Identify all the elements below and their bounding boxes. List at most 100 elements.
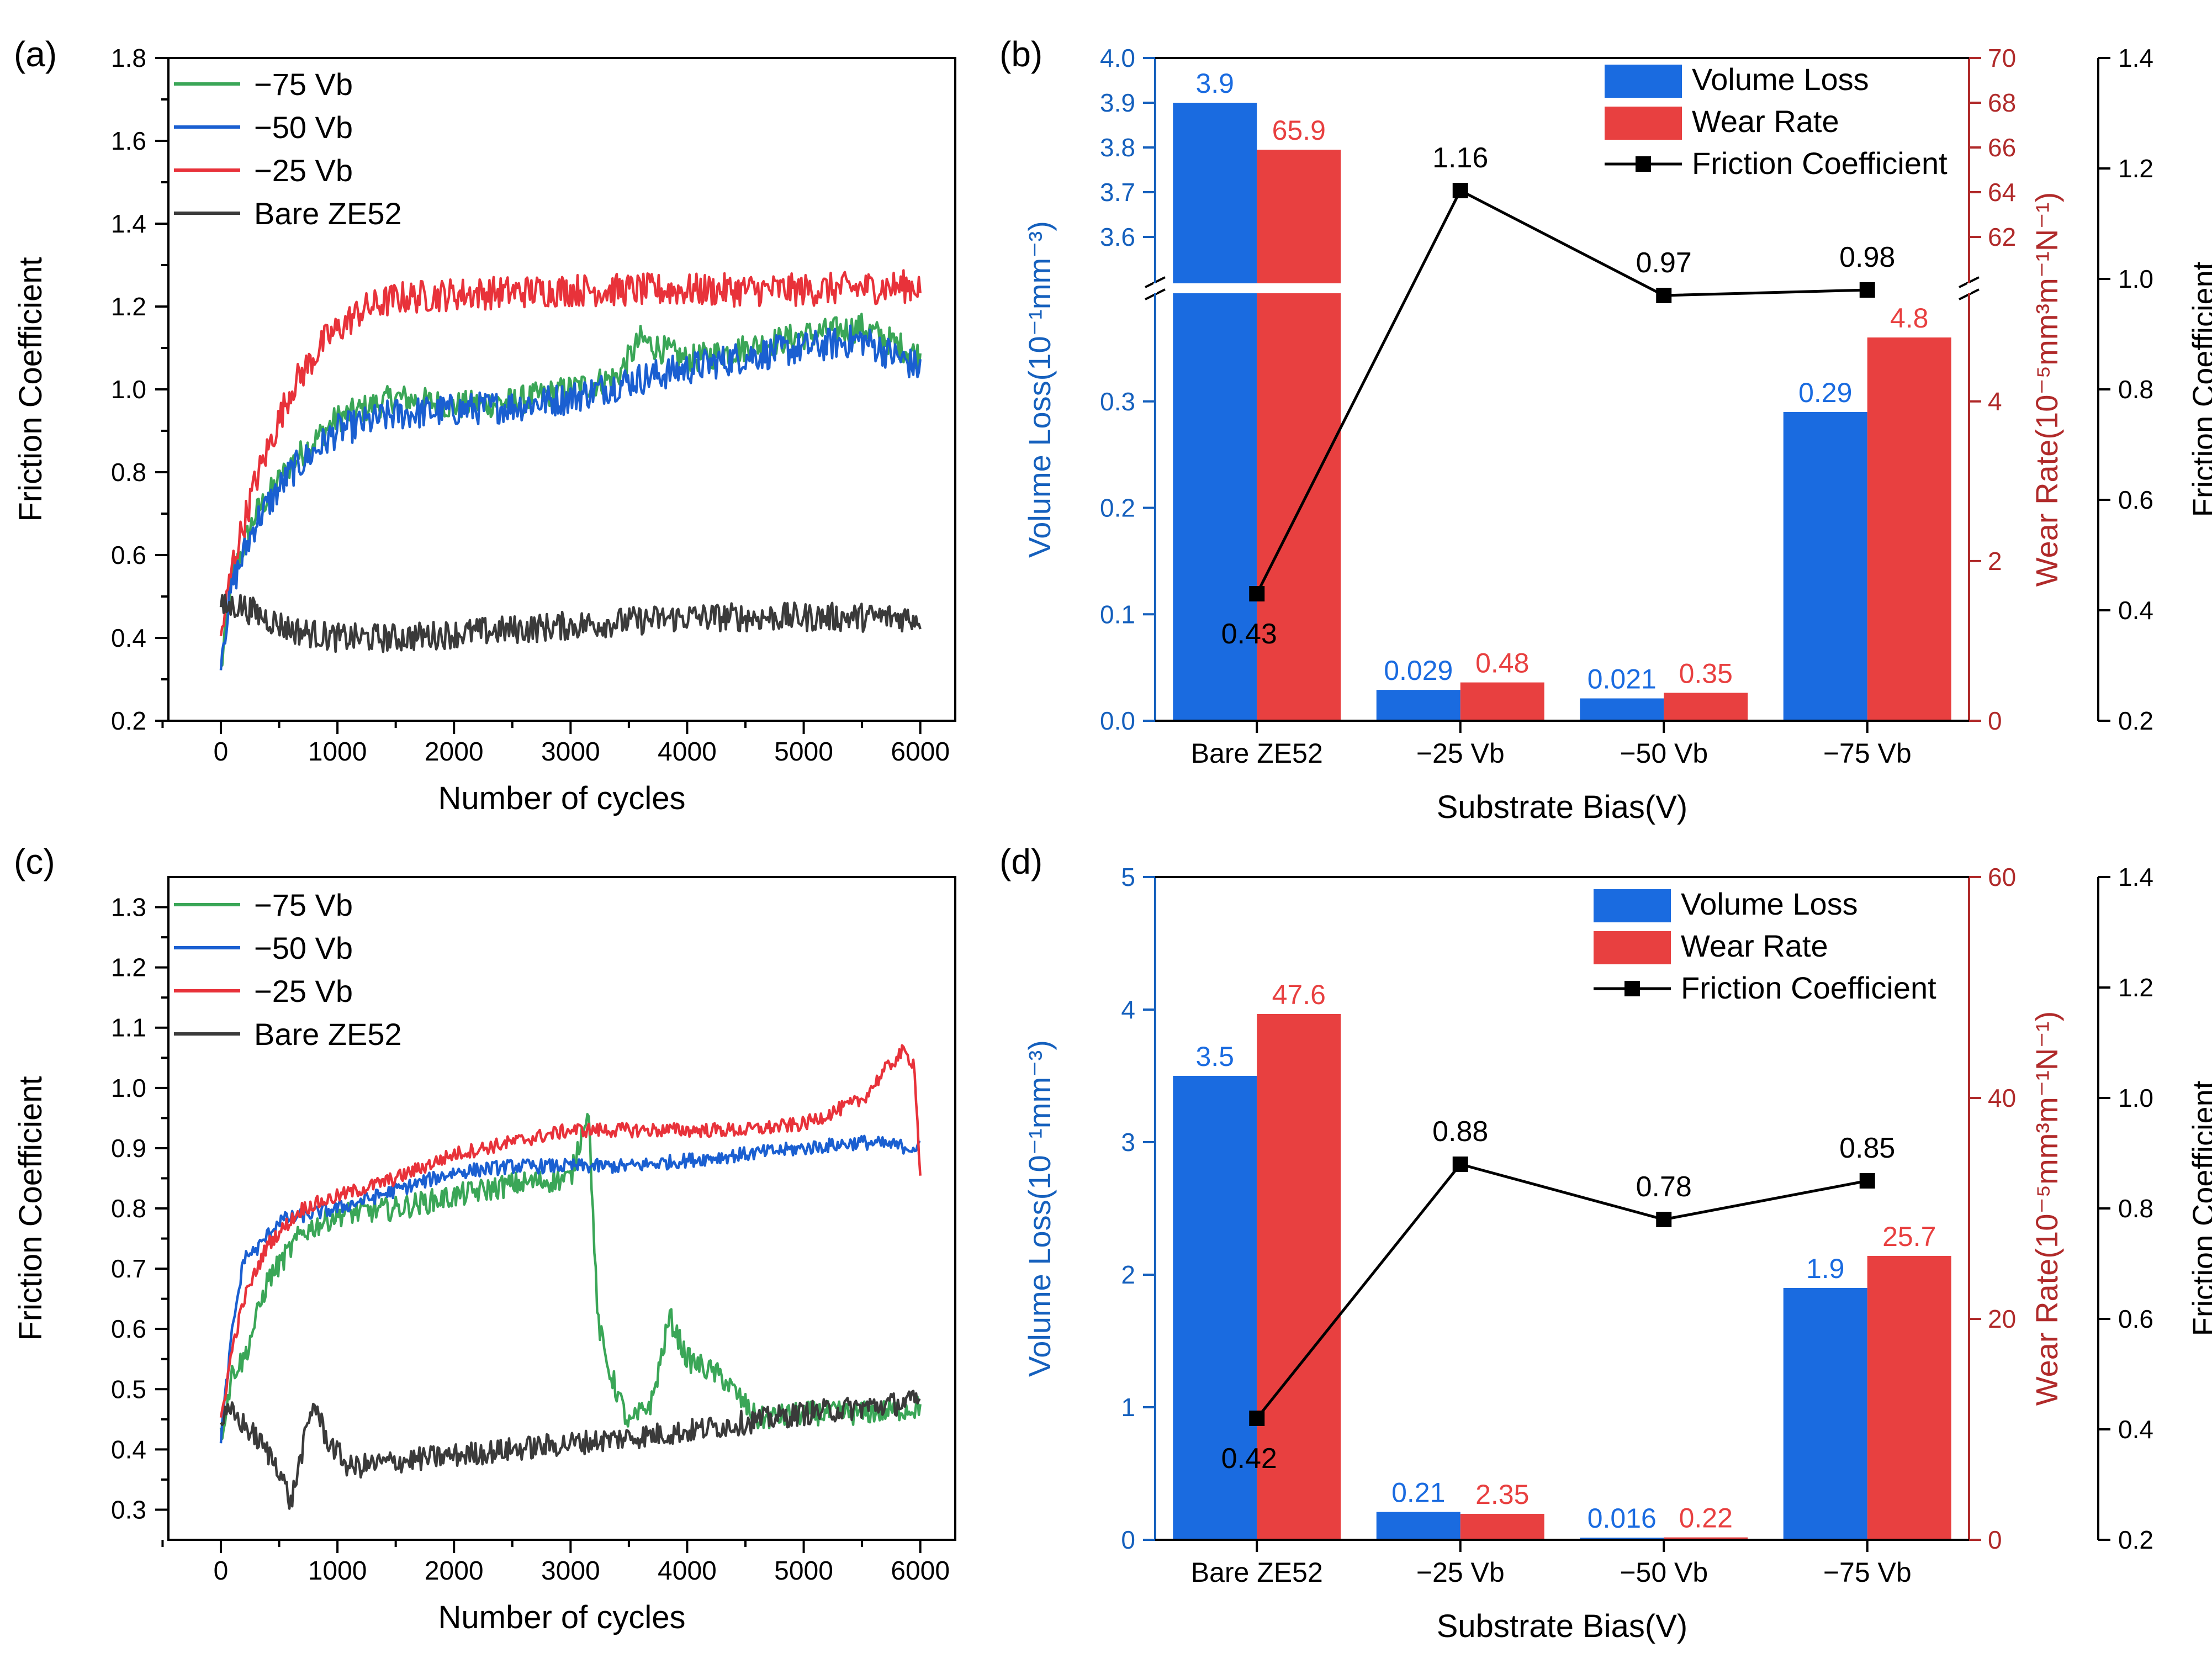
panel-label: (b) bbox=[999, 34, 1043, 74]
y-tick-label: 0.2 bbox=[111, 706, 146, 735]
legend-label: −50 Vb bbox=[254, 931, 353, 965]
y-axis-title: Friction Coefficient bbox=[13, 257, 49, 521]
friction-line bbox=[1256, 1163, 1868, 1419]
axis-break-gap bbox=[1153, 283, 1157, 293]
bar-wear-rate bbox=[1664, 1537, 1748, 1540]
x-tick-label: 4000 bbox=[658, 737, 717, 767]
friction-tick-label: 1.0 bbox=[2118, 265, 2153, 293]
friction-tick-label: 0.6 bbox=[2118, 485, 2153, 514]
y-tick-label: 1.4 bbox=[111, 209, 146, 238]
category-label: −25 Vb bbox=[1416, 1557, 1505, 1588]
bar-wear-label: 65.9 bbox=[1272, 115, 1326, 146]
category-label: −25 Vb bbox=[1416, 738, 1505, 769]
wear-tick-label: 66 bbox=[1988, 133, 2016, 162]
friction-value-label: 0.42 bbox=[1221, 1443, 1277, 1475]
friction-tick-label: 1.4 bbox=[2118, 863, 2153, 891]
bar-volume-loss bbox=[1783, 1288, 1867, 1540]
bar-wear-label: 4.8 bbox=[1890, 303, 1929, 334]
x-tick-label: 5000 bbox=[774, 737, 833, 767]
wear-tick-label: 60 bbox=[1988, 863, 2016, 891]
bar-volume-label: 1.9 bbox=[1806, 1253, 1845, 1284]
legend-label: Friction Coefficient bbox=[1692, 146, 1948, 181]
friction-tick-label: 0.6 bbox=[2118, 1305, 2153, 1333]
panel-d: (d) 3.5 47.6 0.21 2.35 0.016 0.22 1.9 25.7 0 1 2 3 4 5… bbox=[999, 842, 2212, 1644]
wear-axis-title: Wear Rate(10⁻⁵mm³m⁻¹N⁻¹) bbox=[2029, 192, 2064, 587]
legend-swatch-wear bbox=[1594, 931, 1671, 964]
y-tick-label: 0.3 bbox=[111, 1495, 146, 1524]
legend-label: −50 Vb bbox=[254, 110, 353, 145]
x-tick-label: 6000 bbox=[891, 1556, 950, 1586]
bar-volume-label: 3.5 bbox=[1195, 1041, 1234, 1072]
friction-marker bbox=[1859, 1173, 1875, 1189]
friction-value-label: 1.16 bbox=[1432, 142, 1488, 174]
friction-marker bbox=[1859, 282, 1875, 298]
volume-tick-label: 0.3 bbox=[1100, 387, 1135, 416]
friction-tick-label: 0.8 bbox=[2118, 1194, 2153, 1223]
volume-tick-label: 3.8 bbox=[1100, 133, 1135, 162]
friction-marker bbox=[1656, 288, 1672, 303]
wear-tick-label: 0 bbox=[1988, 706, 2002, 735]
volume-tick-label: 0.2 bbox=[1100, 494, 1135, 522]
bar-wear-rate bbox=[1257, 1014, 1341, 1540]
legend-label: Bare ZE52 bbox=[254, 1017, 402, 1052]
wear-tick-label: 40 bbox=[1988, 1084, 2016, 1112]
y-tick-label: 0.8 bbox=[111, 458, 146, 487]
volume-tick-label: 0.1 bbox=[1100, 600, 1135, 629]
friction-value-label: 0.97 bbox=[1636, 247, 1692, 279]
y-axis-title: Friction Coefficient bbox=[13, 1076, 49, 1340]
volume-axis-title: Volume Loss(10⁻¹mm⁻³) bbox=[1022, 221, 1057, 558]
legend-label: Bare ZE52 bbox=[254, 196, 402, 231]
y-tick-label: 0.8 bbox=[111, 1194, 146, 1223]
x-axis-title: Substrate Bias(V) bbox=[1437, 789, 1688, 825]
panel-label: (c) bbox=[14, 842, 55, 881]
bar-volume-loss bbox=[1173, 103, 1257, 721]
bar-volume-label: 0.21 bbox=[1391, 1477, 1445, 1508]
y-tick-label: 1.3 bbox=[111, 893, 146, 922]
friction-tick-label: 0.2 bbox=[2118, 706, 2153, 735]
friction-marker bbox=[1452, 1157, 1468, 1172]
panel-label: (a) bbox=[14, 34, 57, 74]
legend-label: Wear Rate bbox=[1692, 104, 1839, 139]
legend-marker-friction bbox=[1636, 156, 1651, 172]
friction-tick-label: 0.4 bbox=[2118, 596, 2153, 625]
volume-tick-label: 2 bbox=[1121, 1260, 1135, 1289]
axis-break-gap bbox=[1967, 283, 1971, 293]
legend-label: −25 Vb bbox=[254, 974, 353, 1008]
y-tick-label: 0.7 bbox=[111, 1254, 146, 1283]
y-tick-label: 1.6 bbox=[111, 126, 146, 155]
wear-tick-label: 70 bbox=[1988, 44, 2016, 72]
volume-tick-label: 3.6 bbox=[1100, 223, 1135, 251]
series-line-2 bbox=[219, 269, 922, 636]
panel-c: (c) 0 1000 2000 3000 4000 5000 6000 0.3 0.4 0.5 0.6… bbox=[13, 842, 956, 1635]
series-line-0 bbox=[220, 313, 922, 668]
wear-tick-label: 64 bbox=[1988, 178, 2016, 207]
friction-tick-label: 0.8 bbox=[2118, 375, 2153, 404]
friction-value-label: 0.78 bbox=[1636, 1171, 1692, 1203]
category-label: −75 Vb bbox=[1823, 738, 1912, 769]
volume-tick-label: 3 bbox=[1121, 1128, 1135, 1157]
volume-tick-label: 3.9 bbox=[1100, 88, 1135, 117]
x-tick-label: 4000 bbox=[658, 1556, 717, 1586]
bar-volume-label: 3.9 bbox=[1195, 68, 1234, 99]
category-label: −75 Vb bbox=[1823, 1557, 1912, 1588]
panel-b: (b) 3.9 65.9 0.029 0.48 0.021 0.35 0.29 4.8 0.0 0.… bbox=[999, 34, 2212, 825]
x-tick-label: 5000 bbox=[774, 1556, 833, 1586]
series-line-2 bbox=[219, 1044, 922, 1418]
series-line-3 bbox=[220, 1390, 921, 1510]
bar-wear-rate bbox=[1460, 1514, 1544, 1540]
series-line-1 bbox=[219, 324, 922, 670]
bar-wear-label: 0.48 bbox=[1475, 648, 1529, 679]
wear-axis-title: Wear Rate(10⁻⁵mm³m⁻¹N⁻¹) bbox=[2029, 1011, 2064, 1406]
friction-marker bbox=[1452, 183, 1468, 198]
y-tick-label: 1.0 bbox=[111, 375, 146, 404]
bar-wear-rate bbox=[1460, 682, 1544, 721]
panel-label: (d) bbox=[999, 842, 1043, 881]
friction-tick-label: 1.4 bbox=[2118, 44, 2153, 72]
x-tick-label: 1000 bbox=[308, 737, 367, 767]
y-tick-label: 0.4 bbox=[111, 1435, 146, 1464]
x-tick-label: 2000 bbox=[425, 737, 484, 767]
x-tick-label: 1000 bbox=[308, 1556, 367, 1586]
bar-volume-loss bbox=[1173, 1076, 1257, 1540]
friction-marker bbox=[1249, 1411, 1265, 1426]
